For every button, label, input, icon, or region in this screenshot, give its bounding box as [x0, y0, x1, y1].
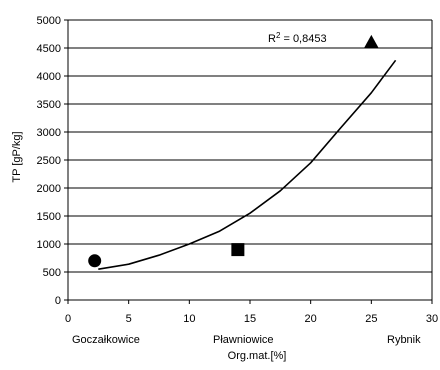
- data-points: [88, 34, 379, 268]
- circle-icon: [88, 254, 102, 268]
- site-label-goczalkowice: Goczałkowice: [72, 334, 140, 346]
- triangle-icon: [363, 34, 379, 49]
- x-tick-label: 15: [244, 313, 256, 325]
- trendline: [98, 59, 397, 270]
- x-tick-label: 0: [65, 313, 71, 325]
- r-squared-annotation: R2 = 0,8453: [268, 31, 327, 45]
- y-tick-label: 2000: [37, 183, 61, 195]
- r-squared-superscript: 2: [276, 31, 281, 40]
- x-axis-label: Org.mat.[%]: [228, 350, 287, 362]
- y-tick-label: 2500: [37, 155, 61, 167]
- x-tick-label: 20: [305, 313, 317, 325]
- site-label-plawniowice: Pławniowice: [213, 334, 274, 346]
- y-axis-label: TP [gP/kg]: [11, 131, 23, 182]
- x-tick-label: 30: [426, 313, 438, 325]
- tick-labels: 0 500 1000 1500 2000 2500 3000 3500 4000 4500 5000…: [37, 15, 439, 325]
- y-tick-label: 4000: [37, 71, 61, 83]
- x-tick-label: 10: [183, 313, 195, 325]
- x-tick-label: 5: [126, 313, 132, 325]
- y-tick-label: 1000: [37, 239, 61, 251]
- site-label-rybnik: Rybnik: [387, 334, 421, 346]
- y-tick-label: 3500: [37, 99, 61, 111]
- y-tick-label: 5000: [37, 15, 61, 27]
- r-squared-value: = 0,8453: [280, 33, 326, 45]
- y-tick-label: 1500: [37, 211, 61, 223]
- y-tick-label: 500: [43, 267, 61, 279]
- r-squared-prefix: R: [268, 33, 276, 45]
- square-icon: [231, 243, 245, 257]
- y-tick-label: 0: [55, 295, 61, 307]
- axes: [64, 19, 433, 304]
- x-tick-label: 25: [365, 313, 377, 325]
- y-tick-label: 3000: [37, 127, 61, 139]
- trendline-curve: [98, 59, 397, 270]
- y-tick-label: 4500: [37, 43, 61, 55]
